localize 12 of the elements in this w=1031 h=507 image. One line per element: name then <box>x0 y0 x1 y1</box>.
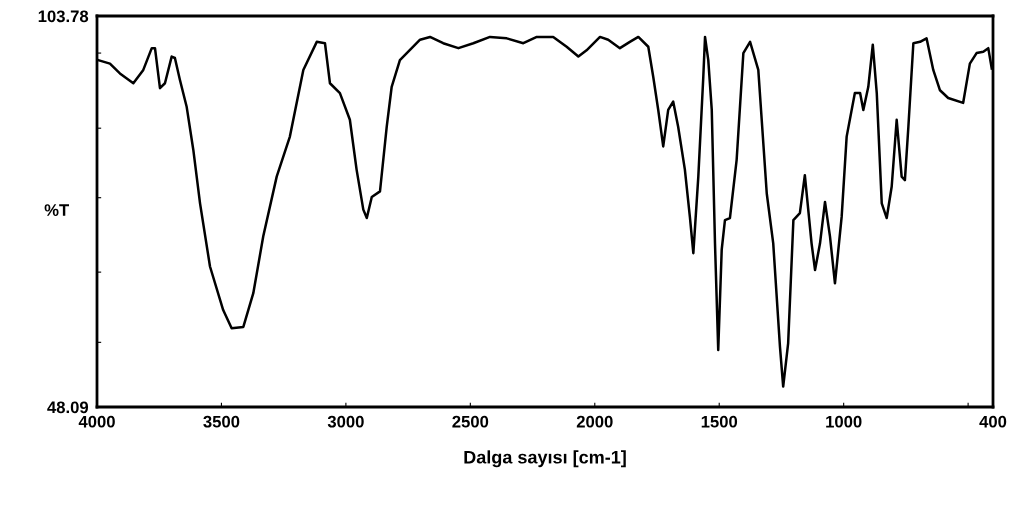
x-tick-label: 1000 <box>826 415 862 428</box>
y-tick-label: 48.09 <box>47 401 89 414</box>
x-tick-label: 2500 <box>452 415 489 428</box>
y-tick-label: 103.78 <box>38 10 89 23</box>
y-axis-title: %T <box>44 204 69 216</box>
x-tick-label: 3000 <box>327 415 364 428</box>
x-tick-label: 3500 <box>203 415 240 428</box>
x-tick-label: 2000 <box>576 415 613 428</box>
x-tick-label: 1500 <box>701 415 738 428</box>
x-tick-label: 4000 <box>78 415 115 428</box>
x-axis-title: Dalga sayısı [cm-1] <box>464 450 626 468</box>
x-tick-label: 400 <box>979 415 1007 428</box>
